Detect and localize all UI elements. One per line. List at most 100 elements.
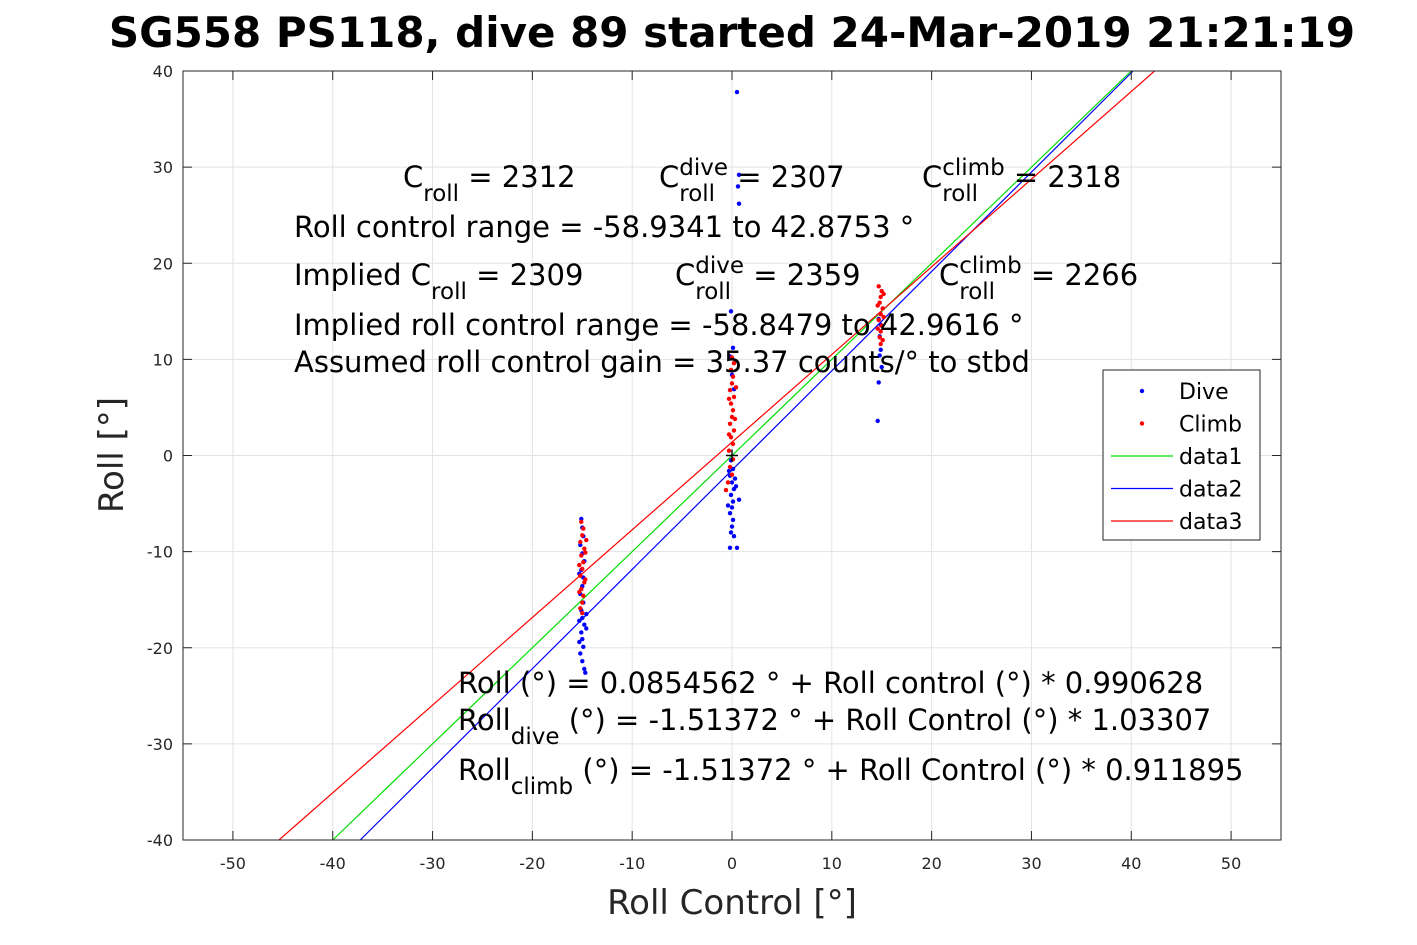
point-dive <box>728 530 734 535</box>
point-dive <box>736 172 742 177</box>
point-climb <box>577 562 582 568</box>
point-dive <box>735 184 741 189</box>
point-climb <box>726 432 732 437</box>
point-dive <box>583 670 588 675</box>
x-tick-label: 30 <box>1021 854 1041 873</box>
x-tick-label: 20 <box>921 854 941 873</box>
point-climb <box>577 589 582 595</box>
point-dive <box>729 505 735 510</box>
y-tick-label: 0 <box>163 447 173 466</box>
point-climb <box>729 472 735 477</box>
point-climb <box>881 314 886 320</box>
legend-box <box>1102 369 1261 541</box>
point-dive <box>729 524 735 529</box>
point-climb <box>578 573 583 578</box>
series-line-data3 <box>278 71 1155 840</box>
legend-label-data3: data3 <box>1179 510 1243 535</box>
point-climb <box>583 550 588 555</box>
y-tick-label: -30 <box>147 735 173 754</box>
point-climb <box>875 326 880 331</box>
point-climb <box>728 367 734 373</box>
control-range-annotation: Roll control range = -58.9341 to 42.8753… <box>294 210 914 244</box>
chart-title: SG558 PS118, dive 89 started 24-Mar-2019… <box>109 8 1355 57</box>
point-dive <box>584 626 589 631</box>
croll-annotation: Croll = 2307 <box>659 160 845 207</box>
point-dive <box>580 659 585 664</box>
point-climb <box>727 387 733 393</box>
x-tick-label: 50 <box>1221 854 1241 873</box>
point-dive <box>730 499 736 504</box>
point-dive <box>875 418 880 424</box>
y-axis-label: Roll [°] <box>92 397 132 513</box>
point-dive <box>578 651 583 656</box>
point-dive <box>729 480 735 485</box>
point-dive <box>582 666 587 672</box>
point-dive <box>878 347 883 352</box>
legend-marker-climb <box>1139 421 1145 426</box>
point-climb <box>731 428 737 433</box>
y-tick-label: -20 <box>147 639 173 658</box>
legend-label-data2: data2 <box>1179 478 1243 503</box>
point-dive <box>736 497 742 502</box>
point-dive <box>732 476 738 481</box>
point-climb <box>730 441 736 447</box>
implied-croll-annotation: Implied Croll = 2309 <box>294 258 583 305</box>
point-dive <box>727 511 733 516</box>
point-climb <box>578 539 583 545</box>
y-tick-label: 20 <box>153 254 173 273</box>
point-dive <box>730 345 736 350</box>
implied-croll-annotation-sup: climb <box>959 253 1021 279</box>
legend: Dive Climb data1 data2 data3 <box>1102 369 1261 541</box>
point-dive <box>734 545 740 550</box>
point-dive <box>725 503 731 508</box>
point-climb <box>583 577 588 582</box>
point-dive <box>730 517 736 523</box>
point-climb <box>726 448 732 453</box>
legend-marker-dive <box>1139 388 1145 394</box>
point-climb <box>728 401 734 406</box>
point-climb <box>580 566 585 572</box>
point-climb <box>730 408 736 413</box>
point-climb <box>878 329 883 334</box>
axes <box>182 70 1282 841</box>
data-points <box>577 89 886 675</box>
point-climb <box>581 560 586 565</box>
point-climb <box>727 421 733 426</box>
point-dive <box>727 545 733 550</box>
point-climb <box>875 303 880 308</box>
y-tick-label: 40 <box>153 62 173 81</box>
implied-croll-annotation-sup: dive <box>695 253 744 279</box>
x-tick-label: 10 <box>822 854 842 873</box>
point-dive <box>877 353 882 358</box>
legend-label-data1: data1 <box>1179 445 1243 470</box>
point-dive <box>733 484 739 489</box>
point-climb <box>880 337 885 343</box>
point-climb <box>578 606 583 611</box>
point-climb <box>579 553 584 558</box>
x-tick-label: -20 <box>519 854 545 873</box>
point-climb <box>580 600 585 605</box>
point-dive <box>728 309 734 314</box>
point-climb <box>877 335 882 340</box>
tick-labels: -50 -40 -30 -20 -10 0 10 20 30 40 50 -40 -30 -20 -10 0 1… <box>147 62 1241 873</box>
point-climb <box>732 416 738 422</box>
point-dive <box>731 534 737 539</box>
point-dive <box>876 380 881 385</box>
point-dive <box>879 364 884 370</box>
implied-croll-annotation: Croll = 2359 <box>675 258 861 305</box>
x-tick-label: 40 <box>1121 854 1141 873</box>
x-tick-label: -40 <box>320 854 346 873</box>
point-dive <box>584 611 589 617</box>
point-dive <box>728 492 734 498</box>
point-dive <box>736 201 742 206</box>
point-climb <box>879 323 884 328</box>
point-climb <box>725 480 731 485</box>
point-dive <box>577 639 582 645</box>
point-dive <box>577 618 582 623</box>
point-climb <box>729 381 735 386</box>
point-climb <box>731 361 737 366</box>
point-climb <box>878 312 883 317</box>
point-climb <box>876 317 881 323</box>
croll-annotation: Croll = 2312 <box>403 160 576 207</box>
